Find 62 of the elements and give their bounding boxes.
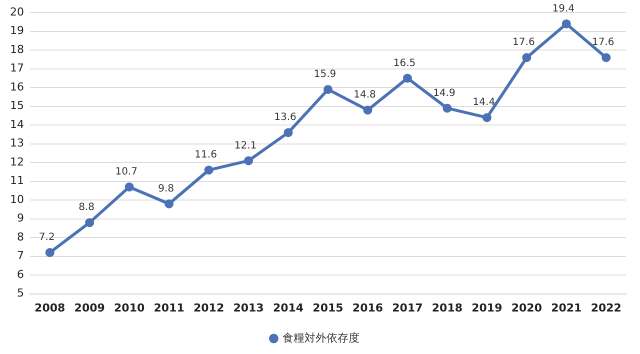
point bbox=[442, 104, 452, 113]
y-tick-label: 13 bbox=[10, 136, 24, 150]
y-tick-label: 7 bbox=[16, 249, 24, 262]
y-tick-label: 16 bbox=[10, 80, 24, 94]
y-tick-label: 19 bbox=[10, 24, 24, 38]
point bbox=[244, 156, 254, 166]
point bbox=[124, 182, 134, 192]
x-tick-label: 2020 bbox=[511, 301, 542, 314]
x-tick-label: 2012 bbox=[193, 301, 224, 314]
data-label: 8.8 bbox=[78, 202, 95, 214]
point bbox=[363, 106, 372, 115]
point bbox=[204, 166, 214, 175]
data-label: 11.6 bbox=[194, 150, 217, 161]
data-label: 10.7 bbox=[115, 166, 138, 178]
x-tick-label: 2016 bbox=[352, 301, 384, 314]
y-tick-label: 11 bbox=[10, 174, 24, 188]
point bbox=[482, 113, 492, 122]
y-tick-label: 18 bbox=[10, 42, 24, 56]
data-label: 15.9 bbox=[314, 69, 336, 80]
x-tick-label: 2010 bbox=[114, 301, 145, 314]
data-label: 14.8 bbox=[354, 90, 376, 101]
x-tick-label: 2017 bbox=[392, 301, 423, 314]
point bbox=[324, 84, 332, 94]
data-label: 16.5 bbox=[393, 58, 416, 69]
y-tick-label: 12 bbox=[10, 155, 24, 168]
y-tick-label: 5 bbox=[16, 286, 24, 300]
data-label: 9.8 bbox=[158, 183, 174, 194]
x-tick-label: 2015 bbox=[312, 301, 344, 314]
x-tick-label: 2019 bbox=[472, 301, 502, 314]
x-tick-label: 2011 bbox=[154, 301, 184, 314]
y-tick-label: 6 bbox=[16, 268, 24, 281]
data-label: 19.4 bbox=[552, 3, 575, 14]
point bbox=[562, 19, 571, 28]
y-tick-label: 20 bbox=[10, 5, 24, 18]
point bbox=[164, 199, 174, 208]
point bbox=[602, 53, 611, 62]
x-tick-label: 2018 bbox=[432, 301, 463, 314]
y-tick-label: 17 bbox=[10, 62, 24, 75]
data-label: 13.6 bbox=[274, 112, 296, 124]
y-tick-label: 15 bbox=[10, 99, 24, 112]
x-tick-label: 2014 bbox=[272, 301, 304, 314]
data-label: 17.6 bbox=[592, 37, 614, 48]
y-tick-label: 14 bbox=[10, 118, 24, 131]
data-label: 7.2 bbox=[38, 232, 55, 244]
point bbox=[45, 248, 54, 258]
data-label: 14.4 bbox=[472, 97, 496, 108]
y-tick-label: 8 bbox=[16, 230, 24, 244]
data-label: 12.1 bbox=[234, 140, 257, 152]
y-tick-label: 10 bbox=[10, 192, 24, 206]
x-tick-label: 2008 bbox=[34, 301, 66, 314]
data-label: 14.9 bbox=[433, 88, 456, 99]
y-tick-label: 9 bbox=[16, 212, 24, 225]
data-label: 17.6 bbox=[512, 37, 535, 48]
point bbox=[284, 128, 293, 138]
legend-label: 食糧対外依存度 bbox=[282, 331, 360, 344]
point bbox=[402, 74, 412, 83]
x-tick-label: 2021 bbox=[551, 301, 582, 314]
point bbox=[522, 53, 532, 62]
point bbox=[85, 218, 94, 228]
x-tick-label: 2013 bbox=[233, 301, 264, 314]
x-tick-label: 2022 bbox=[590, 301, 622, 314]
x-tick-label: 2009 bbox=[74, 301, 105, 314]
